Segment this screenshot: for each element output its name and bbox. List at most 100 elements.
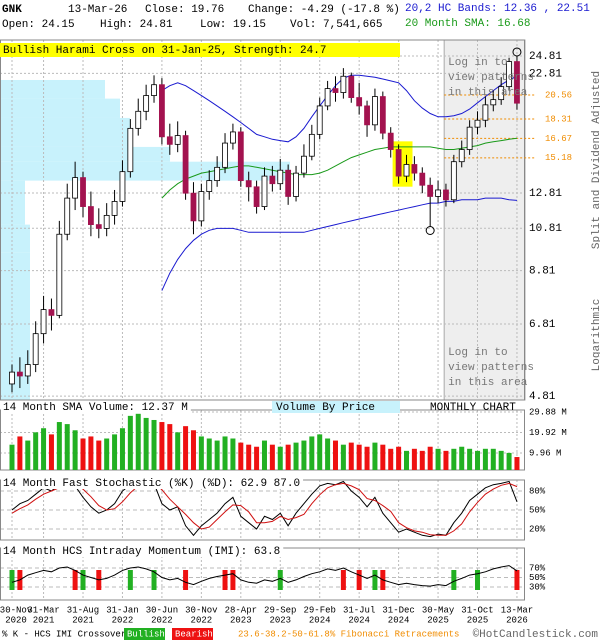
volume-by-price-bar: [0, 98, 120, 118]
x-tick-label: 2023: [230, 615, 252, 625]
volume-bar: [25, 440, 31, 470]
candle-body: [9, 371, 15, 385]
volume-bar: [285, 444, 291, 470]
chart-label: MONTHLY CHART: [430, 402, 516, 414]
candle-body: [332, 88, 339, 93]
candle-body: [506, 61, 512, 88]
volume-bar: [411, 448, 417, 470]
candle-body: [301, 155, 307, 174]
locked-note: Log in to: [448, 57, 507, 69]
volume-by-price-label: Volume By Price: [276, 402, 375, 414]
volume-bar: [222, 436, 228, 470]
volume-bar: [246, 444, 252, 470]
volume-bar: [427, 446, 433, 470]
panel-title-bg: [1, 545, 284, 557]
panel-title-bg: [1, 401, 191, 413]
fib-label: 20.56: [545, 90, 572, 100]
locked-area: [443, 39, 526, 401]
candle-body: [143, 95, 150, 112]
volume-bar: [356, 444, 362, 470]
volume-bar: [119, 428, 125, 470]
x-tick-label: 31-Mar: [27, 605, 59, 615]
candle-body: [214, 166, 221, 182]
volume-bar: [506, 452, 512, 470]
range-high-marker: [512, 47, 522, 57]
volume-by-price-bar: [0, 180, 25, 225]
crossover-bar: [9, 570, 15, 590]
candle-body: [95, 224, 102, 229]
volume-bar: [269, 444, 275, 470]
x-tick-label: 31-Jan: [106, 605, 138, 615]
candle-body: [427, 184, 434, 197]
volume-bar: [293, 442, 299, 470]
volume-bar: [96, 440, 102, 470]
footer-fib: 23.6-38.2-50-61.8% Fibonacci Retracement…: [238, 629, 459, 639]
y-tick-label: 8.81: [529, 266, 556, 278]
candle-body: [24, 364, 31, 377]
x-tick-label: 31-Aug: [67, 605, 99, 615]
x-tick-label: 30-Jun: [146, 605, 178, 615]
x-tick-label: 2023: [269, 615, 291, 625]
locked-note: Log in to: [448, 347, 507, 359]
volume-bar: [88, 436, 94, 470]
crossover-bar: [475, 570, 481, 590]
pattern-highlight: [392, 141, 413, 187]
crossover-bar: [230, 570, 236, 590]
volume-bar: [48, 434, 54, 470]
crossover-bar: [372, 570, 378, 590]
volume-bar: [104, 438, 110, 470]
bands-legend: 20,2 HC Bands: 12.36 , 22.51: [405, 3, 590, 15]
volume-bar: [41, 428, 47, 470]
volume-bar: [230, 438, 236, 470]
x-tick-label: 30-Nov: [185, 605, 218, 615]
x-tick-label: 2025: [467, 615, 489, 625]
candle-body: [474, 119, 481, 128]
volume-bar: [198, 436, 204, 470]
volume-bar: [135, 413, 141, 470]
volume-by-price-label-bg: [272, 401, 400, 413]
overlay-line: [161, 74, 518, 143]
fib-label: 18.31: [545, 114, 572, 124]
candle-body: [387, 132, 394, 150]
locked-note: view patterns: [448, 72, 534, 84]
bearish-swatch: [172, 628, 213, 640]
volume-bar: [482, 448, 488, 470]
x-tick-label: 31-Dec: [382, 605, 414, 615]
volume-bar: [309, 436, 315, 470]
volume-by-price-bar: [0, 252, 30, 400]
y-tick-label: 9.96 M: [529, 448, 561, 458]
volume-bar: [17, 436, 23, 470]
high: High: 24.81: [100, 19, 173, 31]
crossover-bar: [151, 570, 157, 590]
x-tick-label: 2022: [191, 615, 213, 625]
candle-body: [127, 127, 134, 173]
plot-frame: [0, 39, 525, 401]
y-tick-label: 4.81: [529, 391, 556, 403]
volume-bar: [404, 450, 409, 470]
volume-bar: [56, 422, 62, 470]
volume-bar: [72, 430, 78, 470]
candle-body: [253, 186, 260, 207]
locked-note: in this area: [448, 87, 528, 99]
y-tick-label: 50%: [529, 573, 546, 583]
adjusted-label: Split and Dividend Adjusted: [591, 71, 600, 249]
y-tick-label: 50%: [529, 505, 546, 515]
volume-bar: [175, 432, 181, 470]
x-tick-label: 2021: [72, 615, 94, 625]
volume-bar: [419, 450, 425, 470]
panel-title: 14 Month SMA Volume: 12.37 M: [3, 402, 188, 414]
x-tick-label: 2024: [388, 615, 410, 625]
x-tick-label: 2024: [348, 615, 370, 625]
candle-body: [135, 110, 142, 129]
candle-body: [316, 105, 323, 135]
x-tick-label: 2026: [506, 615, 528, 625]
candle-body: [182, 135, 189, 194]
candle-body: [324, 88, 331, 107]
crossover-bar: [514, 570, 520, 590]
x-tick-label: 2022: [151, 615, 173, 625]
indicator-line: [11, 482, 518, 536]
y-tick-label: 24.81: [529, 51, 562, 63]
annotation: Bullish Harami Cross on 31-Jan-25, Stren…: [3, 45, 326, 57]
candle-body: [490, 99, 497, 106]
volume-bar: [490, 448, 496, 470]
